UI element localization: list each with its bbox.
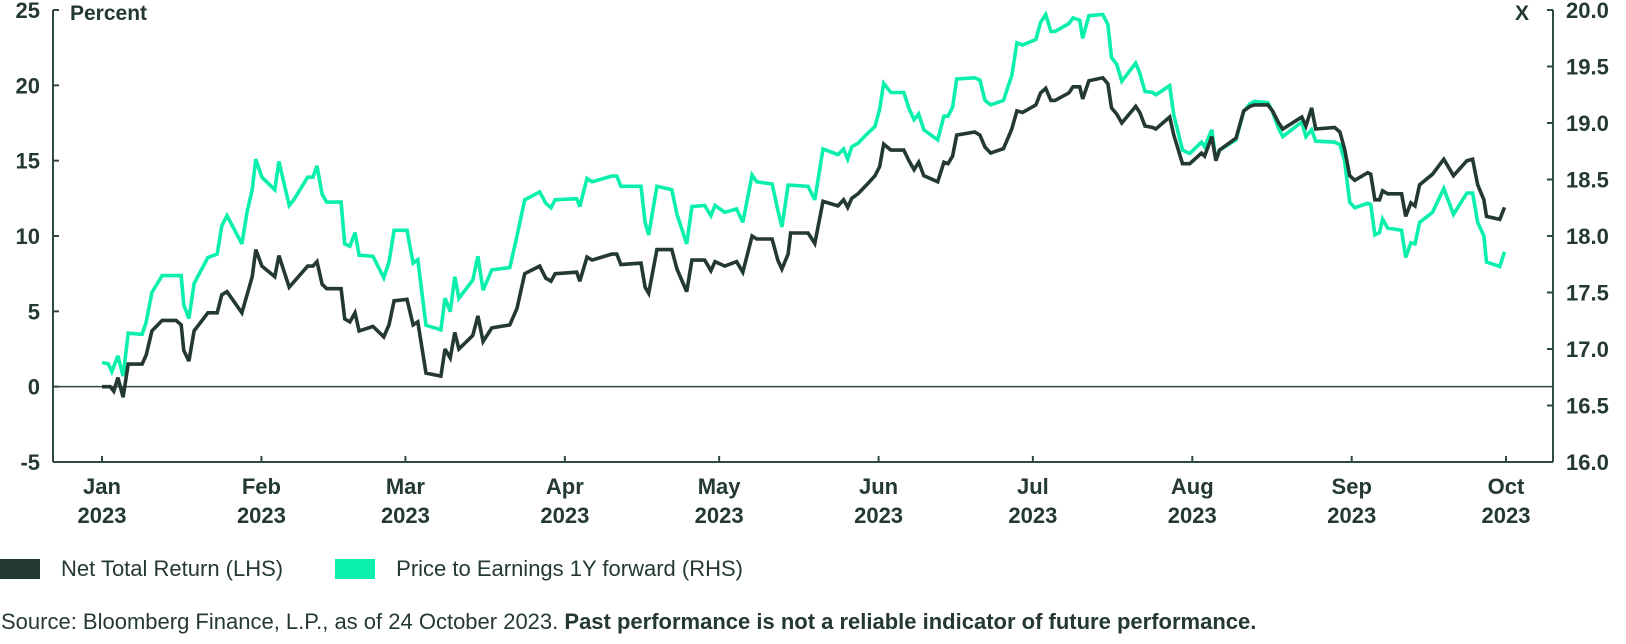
disclaimer-text: Past performance is not a reliable indic… <box>564 609 1257 634</box>
x-tick-label-year: 2023 <box>540 503 589 528</box>
x-tick-label-month: Mar <box>386 474 426 499</box>
right-axis-title: X <box>1515 2 1529 25</box>
legend: Net Total Return (LHS) Price to Earnings… <box>0 556 795 582</box>
legend-item-pe-forward: Price to Earnings 1Y forward (RHS) <box>335 556 743 582</box>
x-tick-label-year: 2023 <box>78 503 127 528</box>
right-tick-label: 18.5 <box>1566 168 1609 193</box>
legend-swatch-green <box>335 559 376 579</box>
x-tick-label-month: Oct <box>1488 474 1525 499</box>
x-tick-label-year: 2023 <box>1008 503 1057 528</box>
left-tick-label: 10 <box>16 224 40 249</box>
right-tick-label: 19.0 <box>1566 111 1609 136</box>
x-tick-label-month: Feb <box>242 474 281 499</box>
x-tick-label-month: Aug <box>1171 474 1214 499</box>
x-tick-label-year: 2023 <box>1168 503 1217 528</box>
right-tick-label: 20.0 <box>1566 0 1609 23</box>
left-tick-label: 0 <box>28 375 40 400</box>
right-tick-label: 16.0 <box>1566 450 1609 475</box>
right-tick-label: 17.0 <box>1566 337 1609 362</box>
x-tick-label-year: 2023 <box>854 503 903 528</box>
x-tick-label-year: 2023 <box>237 503 286 528</box>
x-tick-label-month: Jul <box>1017 474 1049 499</box>
legend-label: Price to Earnings 1Y forward (RHS) <box>396 556 743 581</box>
series-line-pe-forward <box>101 10 1507 377</box>
source-text: Source: Bloomberg Finance, L.P., as of 2… <box>1 609 559 634</box>
series-layer <box>101 10 1507 398</box>
left-axis-title: Percent <box>70 2 147 25</box>
right-tick-label: 19.5 <box>1566 55 1609 80</box>
right-tick-label: 16.5 <box>1566 394 1609 419</box>
x-tick-label-year: 2023 <box>695 503 744 528</box>
source-note: Source: Bloomberg Finance, L.P., as of 2… <box>1 609 1256 635</box>
left-tick-label: 15 <box>16 149 40 174</box>
left-tick-label: -5 <box>20 450 40 475</box>
x-tick-label-month: May <box>698 474 742 499</box>
x-tick-label-year: 2023 <box>381 503 430 528</box>
legend-label: Net Total Return (LHS) <box>61 556 284 581</box>
x-tick-label-year: 2023 <box>1482 503 1531 528</box>
x-tick-label-month: Sep <box>1332 474 1372 499</box>
x-tick-label-month: Apr <box>546 474 584 499</box>
legend-swatch-dark <box>0 559 40 579</box>
x-tick-label-month: Jun <box>859 474 898 499</box>
left-tick-label: 5 <box>28 299 40 324</box>
right-tick-label: 17.5 <box>1566 281 1609 306</box>
x-tick-label-month: Jan <box>83 474 121 499</box>
legend-item-net-total-return: Net Total Return (LHS) <box>0 556 283 582</box>
axes: 25 20 15 10 5 0 -5 20.0 19.5 19.0 18.5 18.0 17.5 17.0… <box>16 0 1609 528</box>
left-tick-label: 20 <box>16 73 40 98</box>
right-tick-label: 18.0 <box>1566 224 1609 249</box>
left-tick-label: 25 <box>16 0 40 23</box>
x-tick-label-year: 2023 <box>1327 503 1376 528</box>
series-line-net-total-return <box>102 75 1507 398</box>
chart: 25 20 15 10 5 0 -5 20.0 19.5 19.0 18.5 18.0 17.5 17.0… <box>16 0 1609 528</box>
